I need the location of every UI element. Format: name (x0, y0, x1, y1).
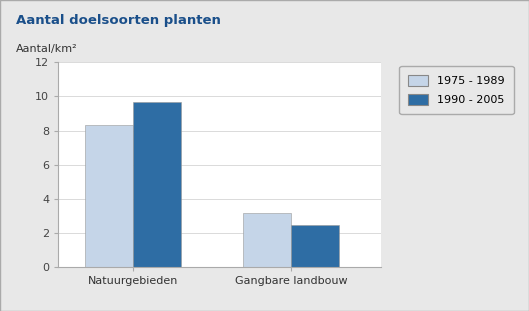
Text: Aantal doelsoorten planten: Aantal doelsoorten planten (16, 14, 221, 27)
Bar (291, 225, 339, 267)
Bar (85, 125, 133, 267)
Bar (243, 213, 291, 267)
Legend: 1975 - 1989, 1990 - 2005: 1975 - 1989, 1990 - 2005 (399, 66, 514, 114)
Bar (133, 102, 181, 267)
Text: Aantal/km²: Aantal/km² (16, 44, 78, 54)
